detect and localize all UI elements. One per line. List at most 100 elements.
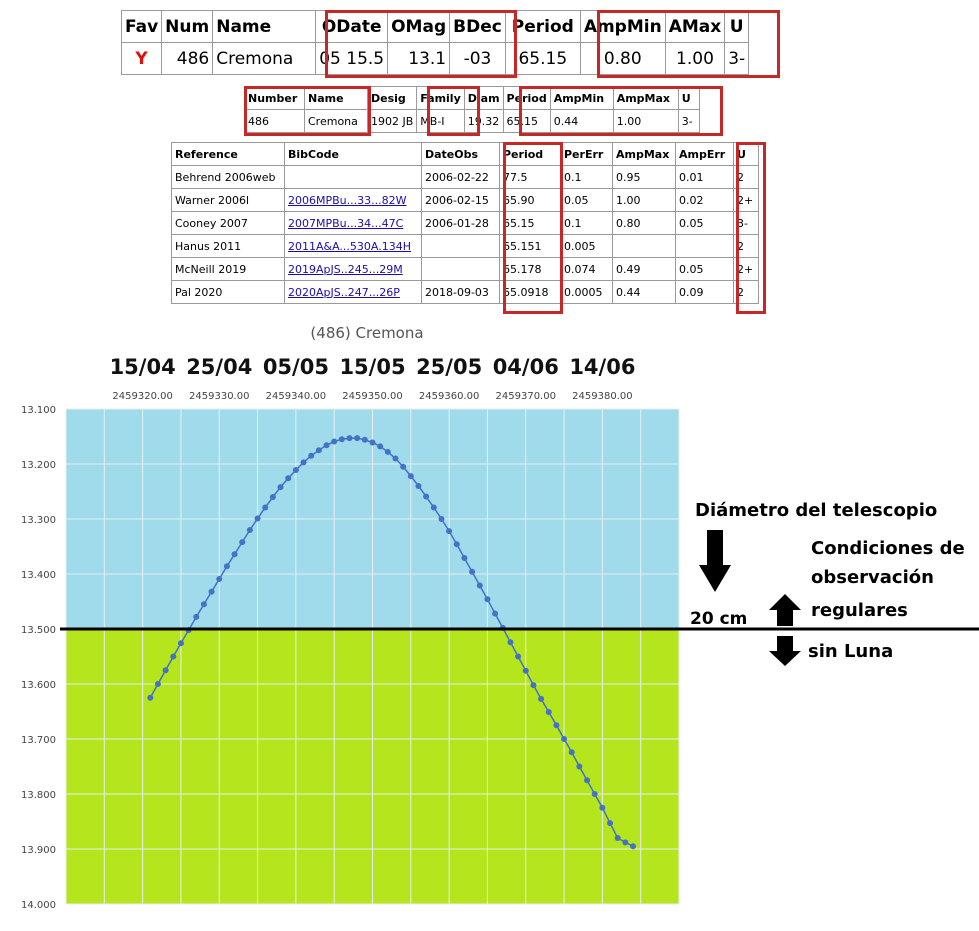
ampmin-value: 0.44	[549, 109, 614, 133]
data-point	[285, 475, 292, 482]
data-point	[208, 588, 215, 595]
bibcode-link[interactable]: 2007MPBu...34...47C	[284, 211, 422, 235]
telescope-label: Diámetro del telescopio	[695, 500, 937, 521]
data-point	[561, 736, 568, 742]
col-name: Name	[304, 86, 368, 110]
table-cell: 65.178	[499, 257, 561, 281]
data-point	[292, 467, 299, 474]
table-cell: 2006-02-15	[421, 188, 500, 212]
conditions-label: Condiciones de	[811, 538, 965, 559]
data-point	[262, 504, 269, 511]
data-point	[254, 515, 261, 522]
summary-header-row: Fav Num Name ODate OMag BDec Period AmpM…	[120, 10, 750, 43]
bibcode-link[interactable]: 2006MPBu...33...82W	[284, 188, 422, 212]
table-cell: 2	[733, 234, 759, 258]
family-value: MB-I	[416, 109, 465, 133]
down-arrow-icon	[699, 530, 731, 592]
data-point	[154, 681, 161, 687]
col-u: U	[733, 142, 759, 166]
col-desig: Desig	[366, 86, 418, 110]
data-point	[522, 667, 529, 674]
table-cell: Pal 2020	[171, 280, 285, 304]
table-cell: McNeill 2019	[171, 257, 285, 281]
data-point	[400, 463, 407, 470]
data-point	[269, 494, 276, 500]
table-cell	[421, 234, 500, 258]
data-point	[423, 493, 430, 500]
y-tick-label: 14.000	[21, 900, 56, 911]
fav-value[interactable]: Y	[120, 42, 163, 75]
data-point	[346, 435, 353, 442]
data-point	[484, 596, 491, 603]
table-cell: Cooney 2007	[171, 211, 285, 235]
lightcurve-chart: (486) Cremona 15/04 2459320.00 25/04 245933…	[21, 324, 979, 911]
table-cell: 1.00	[612, 188, 676, 212]
data-point	[607, 820, 614, 827]
table-cell: Hanus 2011	[171, 234, 285, 258]
data-point	[239, 539, 246, 546]
conditions-label: observación	[811, 567, 934, 588]
jd-label: 2459360.00	[419, 391, 479, 402]
table-cell: Warner 2006l	[171, 188, 285, 212]
data-point	[300, 459, 307, 466]
odate-value: 05 15.5	[315, 42, 389, 75]
u-value: 3-	[724, 42, 750, 75]
data-point	[507, 639, 514, 646]
detail-data-row: 486 Cremona 1902 JB MB-I 19.32 65.15 0.4…	[244, 109, 700, 133]
y-tick-label: 13.300	[21, 515, 56, 526]
data-point	[530, 682, 537, 689]
table-cell: 0.09	[675, 280, 734, 304]
conditions-label: sin Luna	[808, 641, 893, 662]
ampmin-value: 0.80	[579, 42, 666, 75]
table-cell: 65.151	[499, 234, 561, 258]
col-omag: OMag	[387, 10, 451, 43]
table-row: Behrend 2006web 2006-02-22 77.5 0.1 0.95 0.01…	[171, 165, 759, 189]
col-bibcode: BibCode	[284, 142, 422, 166]
col-period: Period	[499, 142, 561, 166]
col-period: Period	[502, 86, 551, 110]
data-point	[354, 435, 361, 442]
bibcode-link[interactable]: 2011A&A...530A.134H	[284, 234, 422, 258]
reference-header-row: Reference BibCode DateObs Period PerErr …	[171, 142, 759, 166]
table-row: McNeill 2019 2019ApJS..245...29M 65.178 0.0…	[171, 257, 759, 281]
col-number: Number	[244, 86, 305, 110]
data-point	[315, 447, 322, 454]
table-cell	[284, 165, 422, 189]
col-diam: Diam	[463, 86, 504, 110]
table-row: Pal 2020 2020ApJS..247...26P 2018-09-03 65.…	[171, 280, 759, 304]
table-cell: 0.01	[675, 165, 734, 189]
down-arrow-icon	[769, 636, 801, 666]
bibcode-link[interactable]: 2020ApJS..247...26P	[284, 280, 422, 304]
table-cell: 2018-09-03	[421, 280, 500, 304]
data-point	[515, 653, 522, 660]
table-cell: 0.49	[612, 257, 676, 281]
jd-label: 2459350.00	[342, 391, 402, 402]
series-line	[149, 437, 634, 847]
bibcode-link[interactable]: 2019ApJS..245...29M	[284, 257, 422, 281]
col-amperr: AmpErr	[675, 142, 734, 166]
table-cell: 2006-02-22	[421, 165, 500, 189]
table-cell: Behrend 2006web	[171, 165, 285, 189]
table-cell: 0.005	[560, 234, 613, 258]
jd-label: 2459370.00	[496, 391, 556, 402]
y-tick-label: 13.200	[21, 460, 56, 471]
table-cell: 0.05	[675, 211, 734, 235]
data-point	[430, 504, 437, 511]
table-row: Cooney 2007 2007MPBu...34...47C 2006-01-28…	[171, 211, 759, 235]
table-cell: 2+	[733, 257, 759, 281]
table-cell: 0.05	[675, 257, 734, 281]
summary-data-row: Y 486 Cremona 05 15.5 13.1 -03 65.15 0.8…	[120, 42, 750, 75]
date-label: 25/04	[186, 355, 252, 379]
data-point	[384, 448, 391, 455]
data-point	[331, 438, 338, 445]
number-value: 486	[244, 109, 305, 133]
num-value: 486	[161, 42, 214, 75]
jd-label: 2459340.00	[266, 391, 326, 402]
col-fav: Fav	[120, 10, 163, 43]
table-cell: 65.90	[499, 188, 561, 212]
table-cell: 0.95	[612, 165, 676, 189]
y-tick-label: 13.500	[21, 625, 56, 636]
date-label: 15/05	[339, 355, 405, 379]
aperture-label: 20 cm	[690, 609, 747, 629]
jd-label: 2459320.00	[112, 391, 172, 402]
